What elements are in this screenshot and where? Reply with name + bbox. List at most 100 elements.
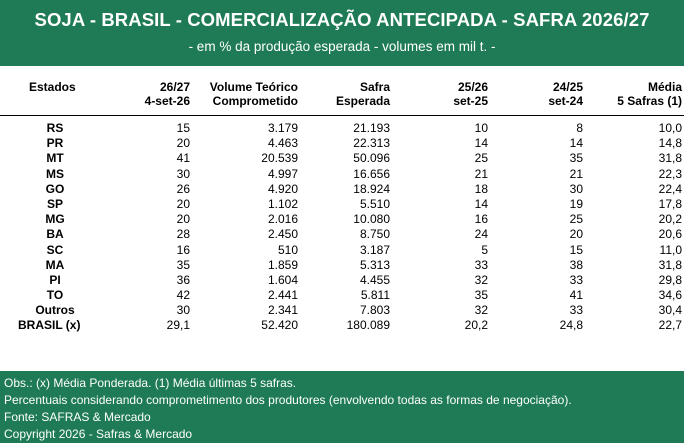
cell-state: SC [46,242,64,257]
cell-2425: 8 [576,121,583,135]
cell-2526: 5 [481,242,488,257]
cell-2627: 26 [176,181,190,196]
cell-2425: 19 [569,196,583,211]
table-row: MG 20 2.016 10.080 16 25 20,2 [0,212,684,227]
table-row: SP 20 1.102 5.510 14 19 17,8 [0,197,684,212]
table-row: PI 36 1.604 4.455 32 33 29,8 [0,273,684,288]
cell-state: BA [46,227,64,242]
footer-line-fonte: Fonte: SAFRAS & Mercado [4,410,151,424]
cell-2627: 28 [176,227,190,242]
cell-volume: 4.920 [267,181,298,196]
table-row: MS 30 4.997 16.656 21 21 22,3 [0,167,684,182]
col-header-line1: 24/25 [552,80,583,94]
cell-volume: 2.441 [267,288,298,303]
cell-state: MS [46,166,64,181]
cell-media: 10,0 [658,121,682,135]
cell-safra: 180.089 [346,318,390,333]
cell-state: PR [46,136,64,151]
col-header-line1: Média [647,80,682,94]
cell-2526: 20,2 [464,318,488,333]
table-row: BA 28 2.450 8.750 24 20 20,6 [0,227,684,242]
cell-2425: 24,8 [559,318,583,333]
cell-media: 11,0 [659,242,682,257]
cell-2425: 15 [569,242,583,257]
cell-safra: 5.313 [359,257,390,272]
table-row: Outros 30 2.341 7.803 32 33 30,4 [0,303,684,318]
col-header-safra: Safra Esperada [336,80,390,108]
cell-2425: 38 [569,257,583,272]
cell-media: 30,4 [658,303,682,318]
cell-media: 20,6 [658,227,682,242]
cell-media: 31,8 [658,151,682,166]
cell-state: PI [49,272,61,287]
cell-2425: 20 [569,227,583,242]
cell-state: MT [46,151,64,166]
table-row: MT 41 20.539 50.096 25 35 31,8 [0,151,684,166]
cell-safra: 22.313 [353,136,390,151]
table-header: Estados 26/27 4-set-26 Volume Teórico Co… [0,80,684,114]
cell-volume: 4.463 [267,136,298,151]
cell-2627: 29,1 [166,318,190,333]
col-header-line1: 25/26 [457,80,488,94]
cell-volume: 52.420 [261,318,298,333]
cell-2526: 14 [474,196,488,211]
cell-media: 22,4 [658,181,682,196]
cell-volume: 4.997 [267,166,298,181]
cell-2627: 16 [176,242,190,257]
cell-state: TO [46,288,64,303]
cell-2425: 30 [569,181,583,196]
cell-safra: 18.924 [353,181,390,196]
cell-media: 17,8 [658,196,682,211]
cell-media: 34,6 [658,288,682,303]
report-subtitle: - em % da produção esperada - volumes em… [188,39,496,54]
cell-2627: 30 [176,303,190,318]
cell-2627: 36 [176,272,190,287]
cell-volume: 1.604 [267,272,298,287]
cell-volume: 2.341 [267,303,298,318]
cell-state: GO [45,181,65,196]
col-header-line1: Safra [359,80,390,94]
col-header-line2: 5 Safras (1) [617,94,682,108]
cell-2627: 15 [176,121,190,135]
header-divider [0,115,684,116]
col-header-2425: 24/25 set-24 [548,80,583,108]
cell-safra: 5.811 [360,288,390,303]
cell-2425: 33 [569,272,583,287]
col-header-estados: Estados [29,80,76,94]
cell-2526: 21 [474,166,488,181]
cell-2425: 41 [569,288,583,303]
cell-2425: 25 [569,212,583,227]
footer-line-obs: Obs.: (x) Média Ponderada. (1) Média últ… [4,376,297,390]
cell-state: SP [46,196,63,211]
cell-2526: 33 [474,257,488,272]
cell-2627: 42 [176,288,190,303]
footer-line-copyright: Copyright 2026 - Safras & Mercado [4,427,193,441]
cell-safra: 16.656 [353,166,390,181]
table-row: MA 35 1.859 5.313 33 38 31,8 [0,258,684,273]
cell-2627: 20 [176,196,190,211]
cell-volume: 1.102 [267,196,298,211]
table-row-total: BRASIL (x) 29,1 52.420 180.089 20,2 24,8 22,7 [0,318,684,333]
cell-2526: 18 [474,181,488,196]
col-header-line2: Esperada [335,94,390,108]
col-header-line1: Volume Teórico [209,80,298,94]
cell-state: MA [45,257,65,272]
cell-state: BRASIL (x) [18,318,81,333]
cell-2425: 35 [569,151,583,166]
cell-media: 31,8 [658,257,682,272]
cell-2526: 35 [474,288,488,303]
cell-2425: 21 [569,166,583,181]
col-header-2627: 26/27 4-set-26 [145,80,190,108]
cell-volume: 510 [277,242,298,257]
cell-2627: 35 [176,257,190,272]
col-header-volume: Volume Teórico Comprometido [210,80,298,108]
cell-media: 29,8 [658,272,682,287]
col-header-2526: 25/26 set-25 [453,80,488,108]
cell-safra: 8.750 [359,227,390,242]
col-header-line2: 4-set-26 [144,94,190,108]
col-header-line1: 26/27 [159,80,190,94]
col-header-line1: Estados [29,80,76,94]
cell-2526: 25 [474,151,488,166]
col-header-media: Média 5 Safras (1) [617,80,682,108]
